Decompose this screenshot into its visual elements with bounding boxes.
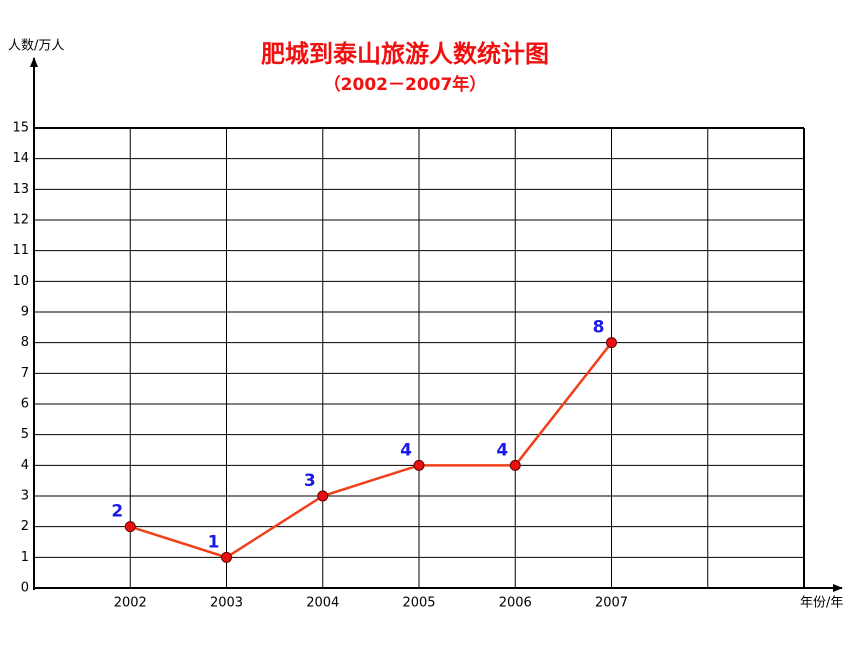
x-tick-label: 2007 xyxy=(595,596,628,611)
data-label: 3 xyxy=(304,471,316,491)
x-tick-label: 2006 xyxy=(499,596,532,611)
y-tick-label: 7 xyxy=(21,366,29,381)
y-tick-label: 2 xyxy=(21,519,29,534)
point xyxy=(124,521,136,533)
x-axis-label: 年份/年 xyxy=(800,596,843,611)
chart-subtitle: （2002－2007年） xyxy=(324,74,487,95)
y-tick-label: 6 xyxy=(21,397,29,412)
data-label: 4 xyxy=(496,440,508,460)
y-tick-label: 9 xyxy=(21,305,29,320)
point xyxy=(221,551,232,563)
y-tick-label: 10 xyxy=(12,274,29,289)
series-line xyxy=(129,341,613,559)
data-label: 1 xyxy=(208,532,220,552)
data-label: 2 xyxy=(111,502,123,522)
point xyxy=(606,337,617,349)
y-tick-label: 12 xyxy=(12,213,29,228)
point xyxy=(317,490,329,502)
chart-title: 肥城到泰山旅游人数统计图 xyxy=(261,40,549,68)
x-tick-label: 2002 xyxy=(114,596,147,611)
y-axis-label: 人数/万人 xyxy=(8,39,64,54)
point xyxy=(509,459,521,471)
y-tick-label: 4 xyxy=(21,458,29,473)
y-tick-label: 5 xyxy=(21,427,29,442)
y-tick-label: 14 xyxy=(12,151,29,166)
y-tick-label: 3 xyxy=(21,489,29,504)
data-label: 8 xyxy=(593,318,605,338)
x-tick-label: 2005 xyxy=(402,596,435,611)
data-label: 4 xyxy=(400,440,412,460)
y-tick-label: 11 xyxy=(12,243,29,258)
x-tick-label: 2003 xyxy=(210,596,243,611)
point xyxy=(413,459,425,471)
x-tick-label: 2004 xyxy=(306,596,339,611)
y-tick-label: 1 xyxy=(21,550,29,565)
y-tick-label: 0 xyxy=(21,581,29,596)
grid xyxy=(34,127,805,589)
y-tick-label: 13 xyxy=(12,182,29,197)
y-tick-label: 8 xyxy=(21,335,29,350)
y-tick-label: 15 xyxy=(12,121,29,136)
